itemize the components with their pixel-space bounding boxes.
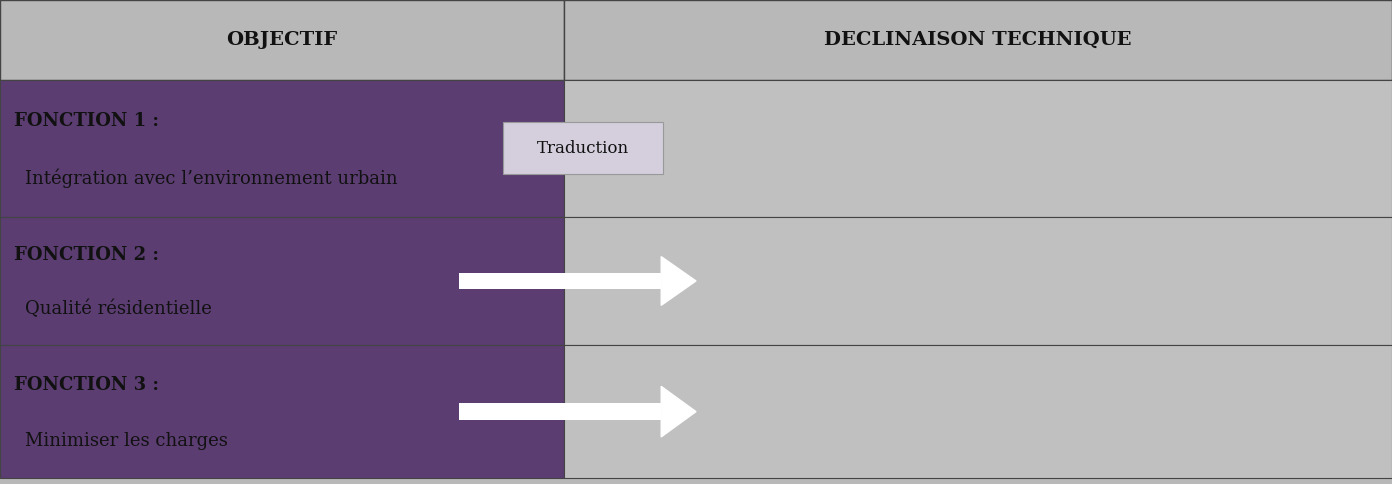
Text: Qualité résidentielle: Qualité résidentielle — [25, 300, 212, 318]
Bar — [0, 217, 564, 345]
Bar — [459, 272, 661, 289]
Polygon shape — [661, 257, 696, 305]
FancyBboxPatch shape — [503, 122, 663, 174]
Text: FONCTION 1 :: FONCTION 1 : — [14, 112, 159, 130]
Text: Minimiser les charges: Minimiser les charges — [25, 432, 228, 450]
Bar — [564, 217, 1392, 345]
Bar — [0, 345, 564, 478]
Text: OBJECTIF: OBJECTIF — [227, 31, 337, 49]
Bar — [0, 0, 564, 80]
Text: FONCTION 3 :: FONCTION 3 : — [14, 376, 159, 394]
Text: Traduction: Traduction — [537, 140, 629, 157]
Bar — [564, 80, 1392, 217]
Polygon shape — [661, 386, 696, 437]
Text: FONCTION 2 :: FONCTION 2 : — [14, 246, 159, 264]
Bar — [564, 345, 1392, 478]
Bar — [459, 403, 661, 420]
Bar — [0, 80, 564, 217]
Text: Intégration avec l’environnement urbain: Intégration avec l’environnement urbain — [25, 169, 398, 188]
Bar — [564, 0, 1392, 80]
Text: DECLINAISON TECHNIQUE: DECLINAISON TECHNIQUE — [824, 31, 1132, 49]
